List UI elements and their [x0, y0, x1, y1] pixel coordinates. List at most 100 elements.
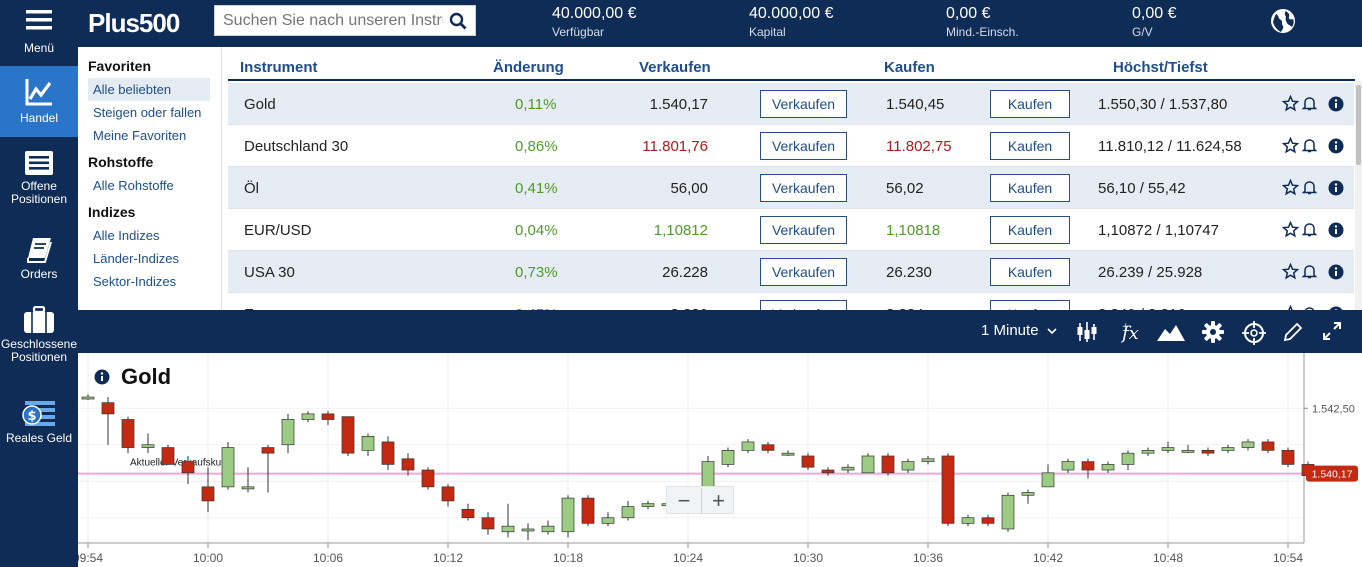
star-icon[interactable]	[1281, 136, 1300, 154]
row-actions	[1281, 262, 1344, 283]
table-row[interactable]: USA 30 0,73% 26.228 Verkaufen 26.230 Kaufen 26…	[228, 251, 1354, 293]
column-header-kaufen[interactable]: Kaufen	[884, 59, 935, 76]
column-header-aenderung[interactable]: Änderung	[493, 59, 564, 76]
buy-button[interactable]: Kaufen	[990, 174, 1070, 202]
x-tick-label: 10:48	[1153, 551, 1183, 565]
bell-icon[interactable]	[1301, 221, 1318, 238]
info-icon[interactable]	[1328, 306, 1344, 310]
sell-button[interactable]: Verkaufen	[760, 90, 847, 118]
buy-button[interactable]: Kaufen	[990, 300, 1070, 310]
category-link-laender-indizes[interactable]: Länder-Indizes	[93, 251, 179, 266]
money-icon: $	[22, 401, 55, 426]
change-percent: 0,11%	[515, 96, 557, 113]
interval-select[interactable]: 1 Minute	[981, 322, 1057, 339]
column-header-hoechst-tiefst[interactable]: Höchst/Tiefst	[1113, 59, 1208, 76]
sell-price: 26.228	[662, 264, 708, 281]
info-icon[interactable]	[1328, 96, 1344, 112]
brand-logo: Plus500	[88, 8, 180, 38]
sell-button[interactable]: Verkaufen	[760, 216, 847, 244]
star-icon[interactable]	[1281, 220, 1300, 238]
star-icon[interactable]	[1281, 94, 1300, 112]
mountain-chart-icon[interactable]	[1156, 321, 1186, 343]
instrument-name[interactable]: Deutschland 30	[244, 138, 349, 155]
search-icon[interactable]	[449, 12, 467, 30]
star-icon[interactable]	[1281, 178, 1300, 196]
globe-icon[interactable]	[1270, 8, 1296, 34]
nav-item-offene-positionen[interactable]: Offene Positionen	[0, 150, 78, 216]
table-row[interactable]: Euro 0,45% 3.330 Verkaufen 3.334 Kaufen 3.340 …	[228, 293, 1354, 310]
table-row[interactable]: Deutschland 30 0,86% 11.801,76 Verkaufen 11.…	[228, 125, 1354, 167]
category-link-steigen-oder-fallen[interactable]: Steigen oder fallen	[93, 105, 202, 120]
candle-body	[141, 444, 155, 448]
sell-button[interactable]: Verkaufen	[760, 300, 847, 310]
bell-icon[interactable]	[1301, 137, 1318, 154]
info-icon[interactable]	[94, 369, 110, 385]
stat-mind-einsch: 0,00 € Mind.-Einsch.	[946, 5, 1019, 39]
candlestick-type-icon[interactable]	[1076, 321, 1098, 343]
column-header-instrument[interactable]: Instrument	[240, 59, 318, 76]
candle-body	[381, 441, 395, 465]
candle-body	[1001, 494, 1015, 530]
instrument-name[interactable]: Öl	[244, 180, 259, 197]
stat-label: Mind.-Einsch.	[946, 25, 1019, 39]
sell-button[interactable]: Verkaufen	[760, 174, 847, 202]
buy-button[interactable]: Kaufen	[990, 216, 1070, 244]
price-chart[interactable]: Gold 09:54 10:00 10:06 10:12 10:18 10:24 10:30…	[78, 353, 1362, 567]
candle-body	[1021, 492, 1035, 496]
category-link-alle-indizes[interactable]: Alle Indizes	[93, 228, 160, 243]
gear-icon[interactable]	[1202, 321, 1224, 343]
table-row[interactable]: EUR/USD 0,04% 1,10812 Verkaufen 1,10818 Kaufe…	[228, 209, 1354, 251]
candle-body	[941, 455, 955, 524]
chart-toolbar: 1 Minute fx +	[78, 310, 1362, 353]
scrollbar-thumb[interactable]	[1356, 85, 1361, 165]
table-scrollbar[interactable]	[1355, 81, 1362, 310]
bell-icon[interactable]	[1301, 95, 1318, 112]
search-input[interactable]	[223, 12, 443, 30]
buy-button[interactable]: Kaufen	[990, 90, 1070, 118]
nav-item-geschlossene-positionen[interactable]: Geschlossene Positionen	[0, 306, 78, 372]
buy-button[interactable]: Kaufen	[990, 132, 1070, 160]
nav-item-reales-geld[interactable]: $ Reales Geld	[0, 398, 78, 458]
instrument-name[interactable]: Gold	[244, 96, 276, 113]
instrument-name[interactable]: EUR/USD	[244, 222, 312, 239]
candle-body	[101, 402, 115, 415]
candle-body	[1201, 450, 1215, 454]
info-icon[interactable]	[1328, 138, 1344, 154]
zoom-in-button[interactable]: +	[701, 488, 735, 514]
table-row[interactable]: Gold 0,11% 1.540,17 Verkaufen 1.540,45 Kaufen…	[228, 83, 1354, 125]
table-header: Instrument Änderung Verkaufen Kaufen Höc…	[228, 47, 1355, 81]
zoom-out-button[interactable]: −	[677, 488, 691, 513]
candle-body	[1061, 461, 1075, 471]
info-icon[interactable]	[1328, 180, 1344, 196]
candlestick-chart[interactable]: 09:54 10:00 10:06 10:12 10:18 10:24 10:30 10:36…	[78, 353, 1362, 567]
buy-button[interactable]: Kaufen	[990, 258, 1070, 286]
pencil-icon[interactable]	[1282, 321, 1304, 343]
instrument-name[interactable]: USA 30	[244, 264, 295, 281]
nav-item-orders[interactable]: Orders	[0, 236, 78, 286]
bell-icon[interactable]	[1301, 305, 1318, 310]
category-link-alle-rohstoffe[interactable]: Alle Rohstoffe	[93, 178, 174, 193]
nav-item-handel[interactable]: Handel	[0, 66, 78, 137]
info-icon[interactable]	[1328, 264, 1344, 280]
fullscreen-icon[interactable]	[1322, 321, 1342, 341]
star-icon[interactable]	[1281, 262, 1300, 280]
bell-icon[interactable]	[1301, 263, 1318, 280]
candle-body	[1101, 464, 1115, 471]
high-low: 3.340 / 3.316	[1098, 306, 1186, 310]
candle-body	[781, 452, 795, 456]
crosshair-icon[interactable]	[1242, 321, 1266, 345]
bell-icon[interactable]	[1301, 179, 1318, 196]
table-row[interactable]: Öl 0,41% 56,00 Verkaufen 56,02 Kaufen 56,10 / …	[228, 167, 1354, 209]
sell-button[interactable]: Verkaufen	[760, 132, 847, 160]
indicators-fx-icon[interactable]: fx +	[1120, 321, 1142, 343]
category-link-alle-beliebten[interactable]: Alle beliebten	[88, 78, 210, 101]
sell-button[interactable]: Verkaufen	[760, 258, 847, 286]
instrument-name[interactable]: Euro	[244, 306, 276, 310]
menu-button[interactable]: Menü	[0, 8, 78, 60]
sell-price: 3.330	[670, 306, 708, 310]
category-link-meine-favoriten[interactable]: Meine Favoriten	[93, 128, 187, 143]
stat-value: 0,00 €	[1132, 5, 1177, 22]
column-header-verkaufen[interactable]: Verkaufen	[639, 59, 711, 76]
info-icon[interactable]	[1328, 222, 1344, 238]
category-link-sektor-indizes[interactable]: Sektor-Indizes	[93, 274, 177, 289]
